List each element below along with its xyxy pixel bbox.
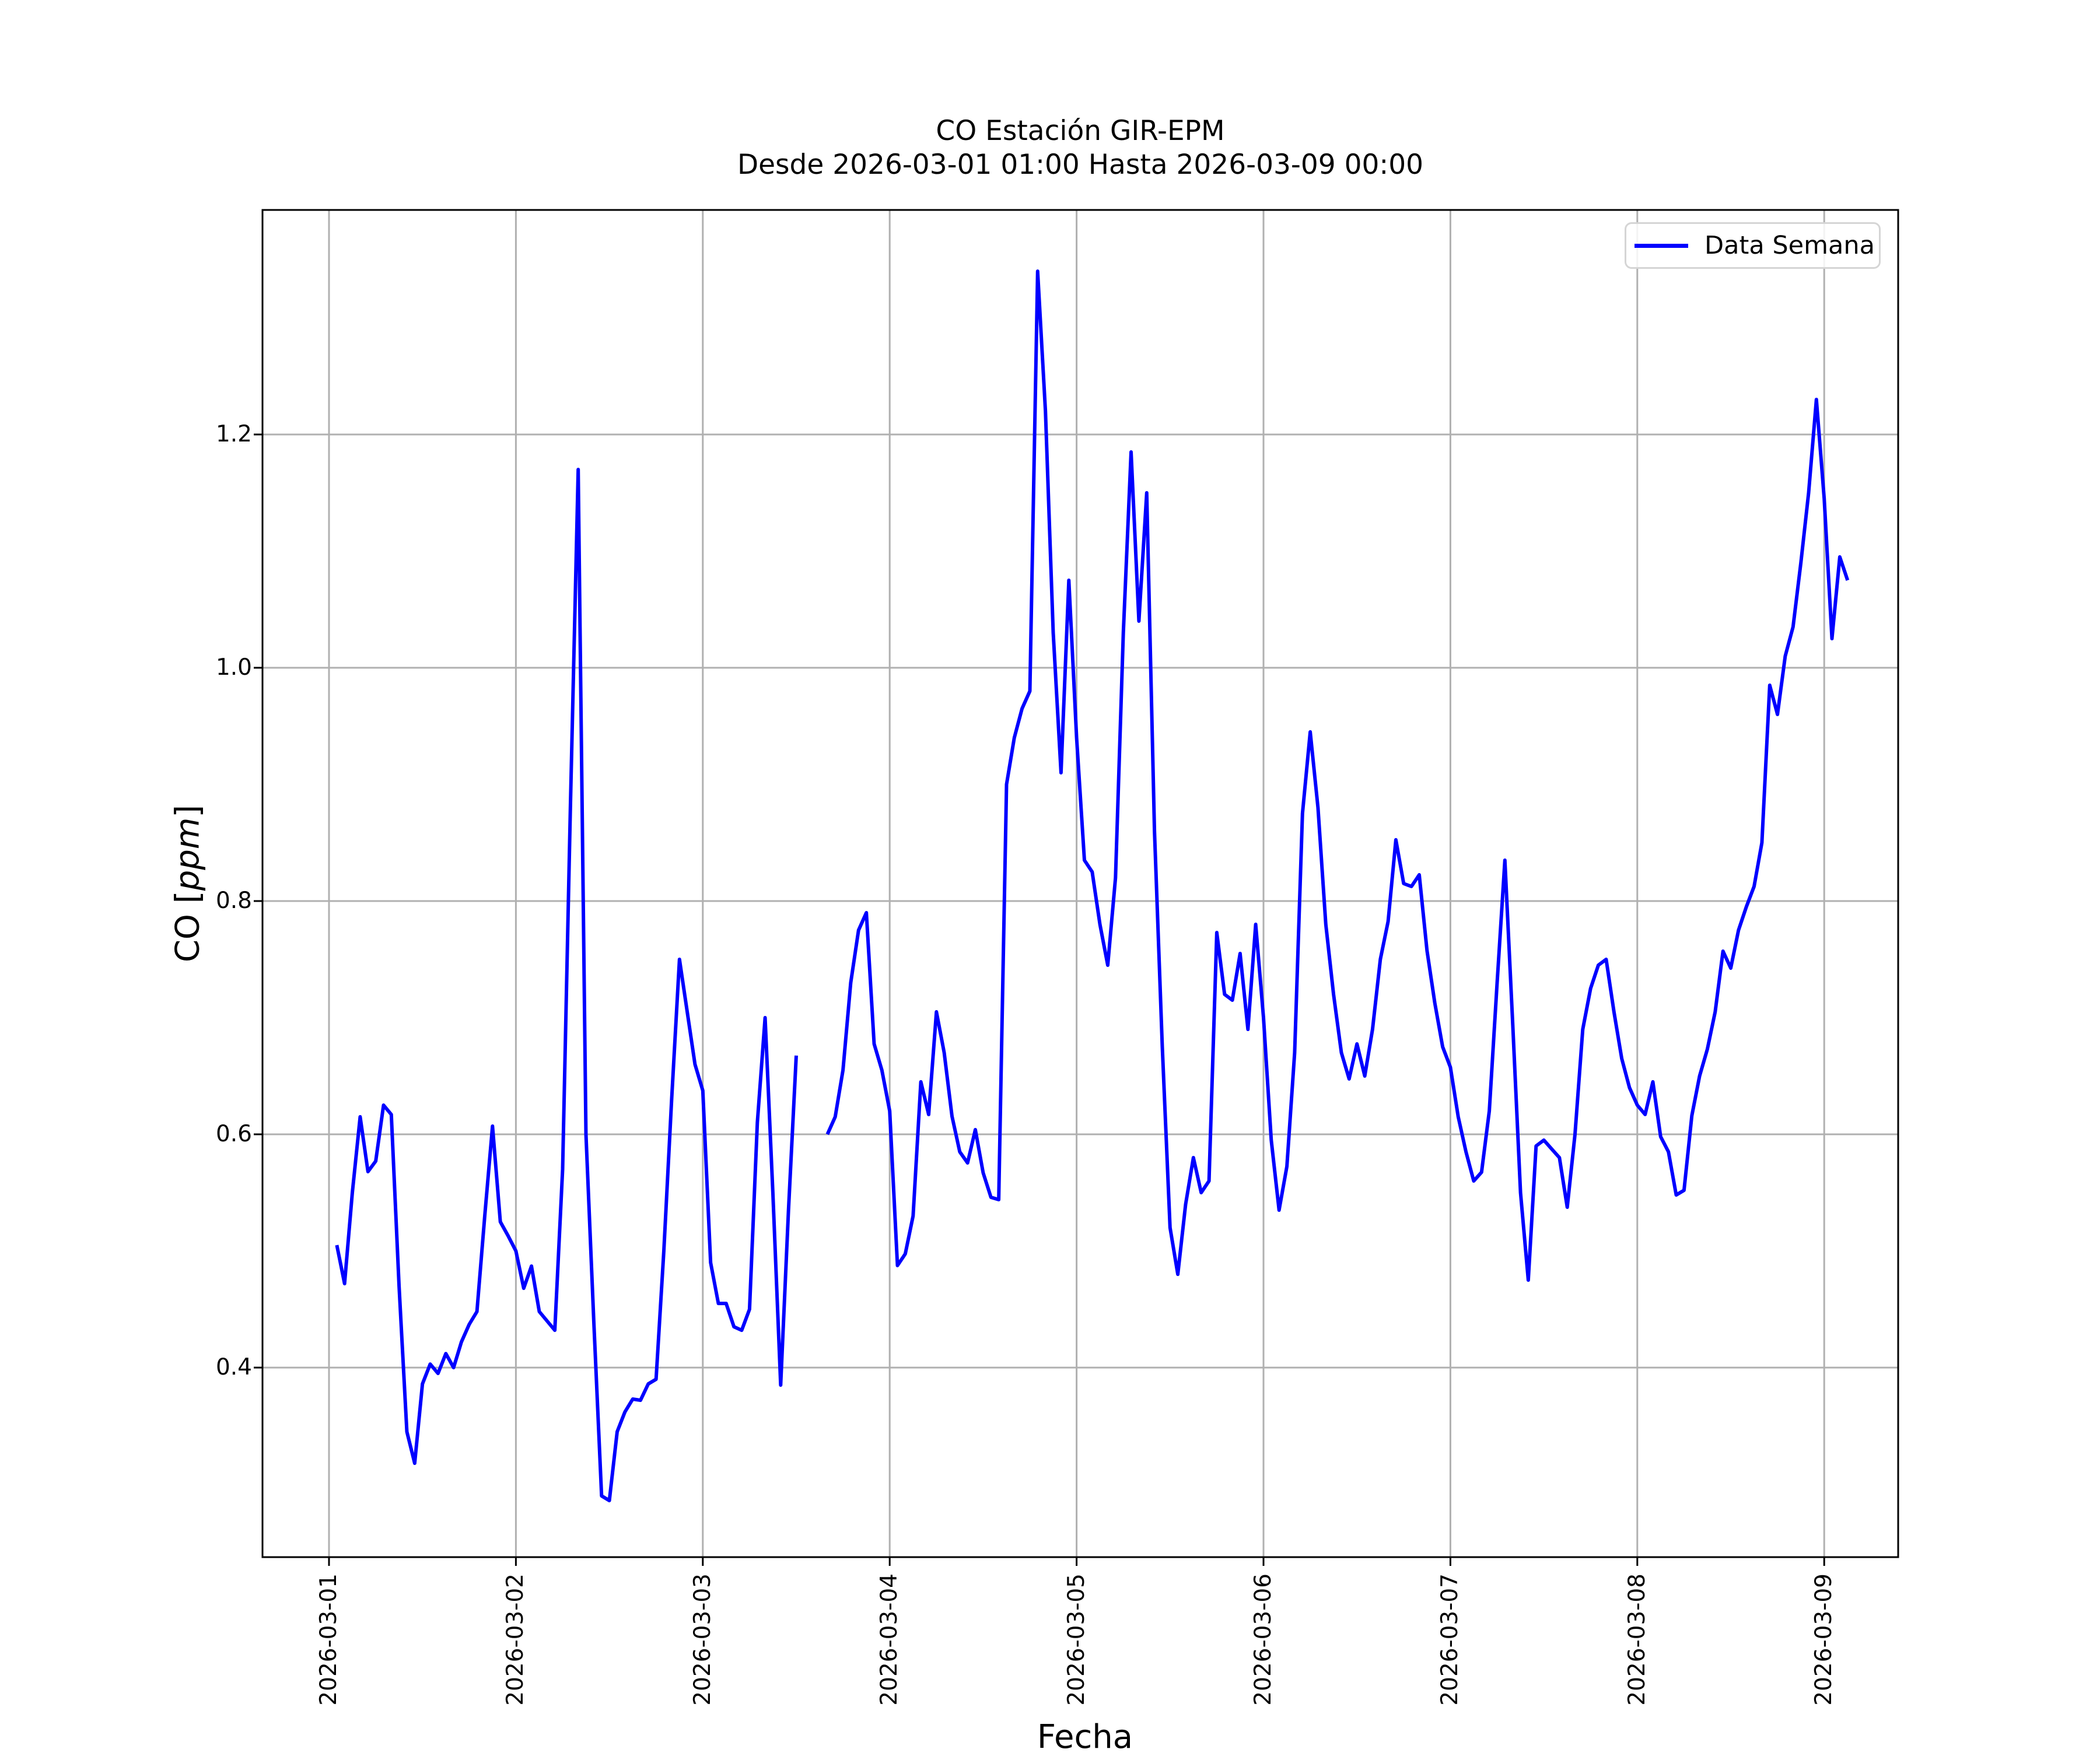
data-series <box>335 269 1850 1502</box>
y-tick-label: 0.6 <box>215 1121 252 1147</box>
title-line-2: Desde 2026-03-01 01:00 Hasta 2026-03-09 … <box>737 149 1424 181</box>
legend: Data Semana <box>1625 222 1881 269</box>
y-tick-label: 0.8 <box>215 888 252 914</box>
data-line-segment <box>335 468 798 1502</box>
title-line-1: CO Estación GIR-EPM <box>936 115 1225 147</box>
axis-ticks <box>254 433 1825 1566</box>
chart-title: CO Estación GIR-EPM Desde 2026-03-01 01:… <box>737 114 1423 182</box>
y-tick-label: 0.4 <box>215 1354 252 1380</box>
x-axis-label: Fecha <box>1037 1718 1133 1756</box>
plot-border <box>261 209 1899 1558</box>
legend-label: Data Semana <box>1704 231 1875 260</box>
y-axis-label-suffix: ] <box>169 804 207 818</box>
y-tick-label: 1.2 <box>215 421 252 447</box>
legend-line-sample <box>1634 243 1688 248</box>
grid-lines <box>262 210 1898 1557</box>
y-axis-label-unit: ppm <box>169 817 207 891</box>
data-line-segment <box>825 269 1850 1282</box>
y-tick-label: 1.0 <box>215 654 252 681</box>
